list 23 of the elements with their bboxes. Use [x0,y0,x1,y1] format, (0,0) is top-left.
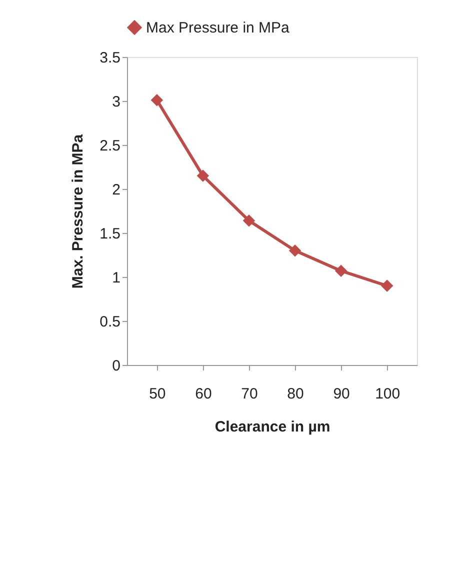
y-tick-label: 0 [112,358,120,374]
legend-label: Max Pressure in MPa [146,20,290,36]
y-tick-label: 3 [112,94,120,110]
x-tick-label: 80 [287,386,304,402]
y-tick-label: 0.5 [100,314,120,330]
y-tick-label: 2.5 [100,138,120,154]
y-tick-label: 2 [112,182,120,198]
x-tick-label: 50 [149,386,166,402]
point [242,214,256,227]
point [150,94,164,106]
x-axis-title: Clearance in µm [214,418,330,436]
point [288,244,302,257]
x-tick-label: 70 [241,386,258,402]
x-tick-label: 60 [195,386,212,402]
point [196,170,210,182]
y-tick-label: 1.5 [100,226,120,242]
y-tick-label: 1 [112,270,120,286]
y-axis-title: Max. Pressure in MPa [70,134,87,289]
x-tick-label: 90 [333,386,350,402]
x-tick-label: 100 [375,386,400,402]
y-tick-label: 3.5 [100,50,120,66]
point [380,280,394,292]
point [334,264,348,277]
